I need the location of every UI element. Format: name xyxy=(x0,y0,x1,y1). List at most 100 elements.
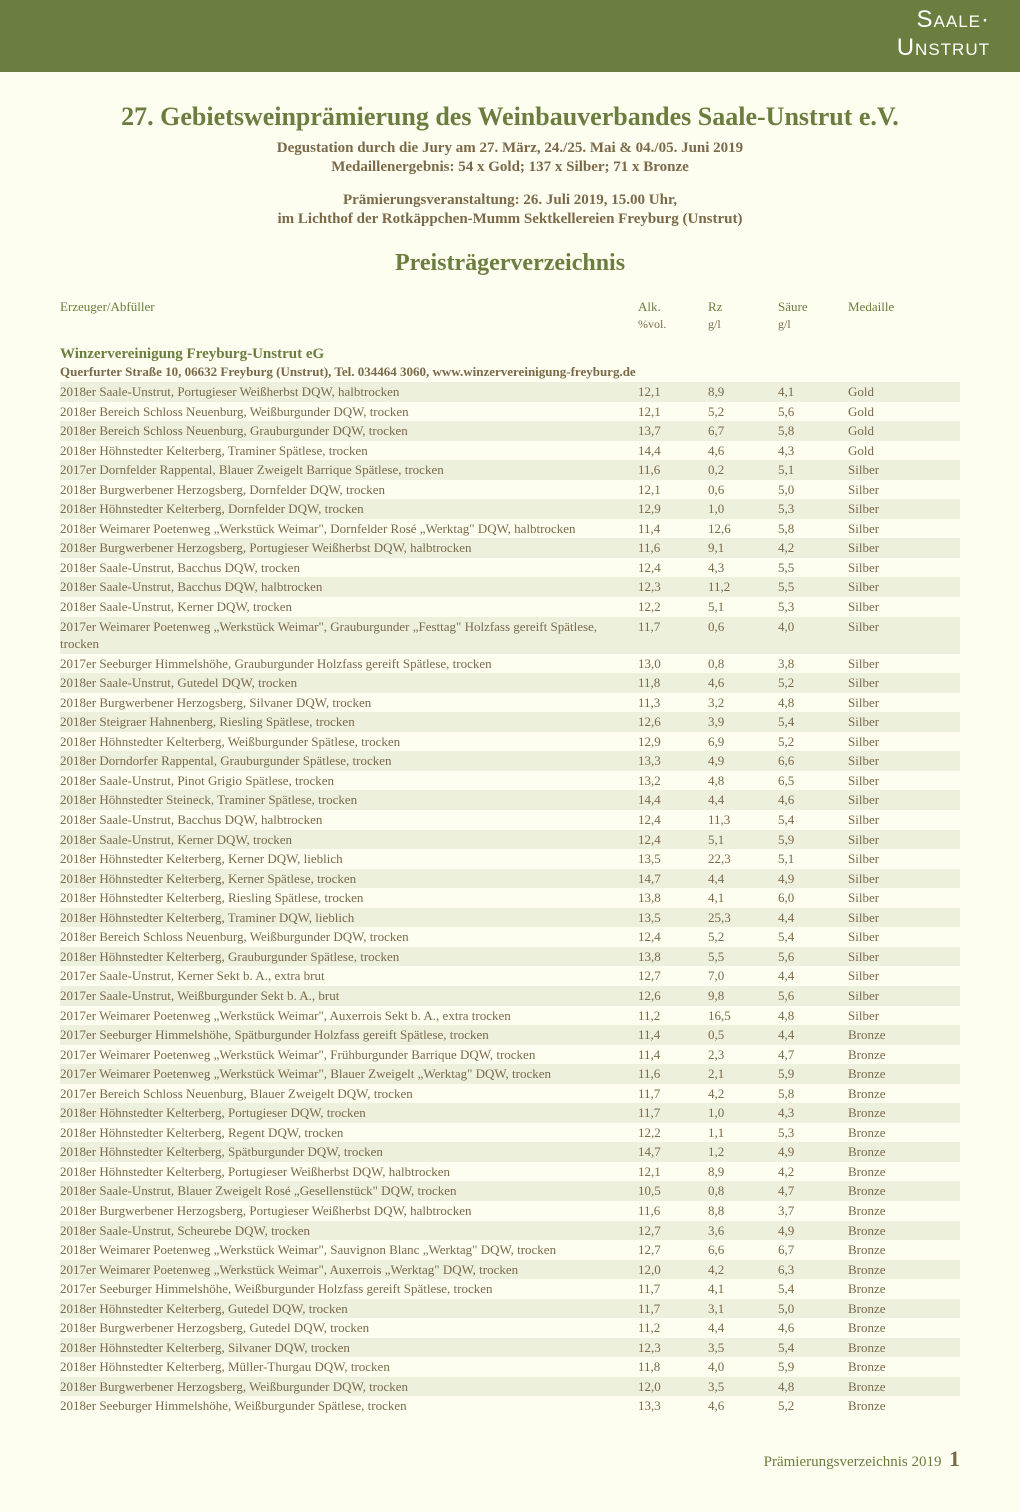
col-saeure-unit: g/l xyxy=(770,317,840,332)
wine-saeure: 4,3 xyxy=(770,1104,840,1122)
wine-rz: 4,4 xyxy=(700,870,770,888)
wine-medal: Silber xyxy=(840,909,930,927)
col-producer: Erzeuger/Abfüller xyxy=(60,299,630,315)
wine-rz: 2,3 xyxy=(700,1046,770,1064)
wine-rz: 0,6 xyxy=(700,481,770,499)
column-headers: Erzeuger/Abfüller Alk. Rz Säure Medaille xyxy=(60,299,960,315)
wine-row: 2018er Höhnstedter Kelterberg, Grauburgu… xyxy=(60,947,960,967)
wine-rz: 1,0 xyxy=(700,500,770,518)
wine-medal: Silber xyxy=(840,500,930,518)
wine-rz: 25,3 xyxy=(700,909,770,927)
wine-medal: Silber xyxy=(840,618,930,653)
wine-name: 2018er Höhnstedter Kelterberg, Regent DQ… xyxy=(60,1124,630,1142)
wine-name: 2018er Höhnstedter Kelterberg, Silvaner … xyxy=(60,1339,630,1357)
producer-name: Winzervereinigung Freyburg-Unstrut eG xyxy=(60,346,960,363)
wine-row: 2018er Saale-Unstrut, Kerner DQW, trocke… xyxy=(60,830,960,850)
wine-medal: Silber xyxy=(840,578,930,596)
wine-row: 2017er Seeburger Himmelshöhe, Grauburgun… xyxy=(60,654,960,674)
wine-name: 2017er Seeburger Himmelshöhe, Grauburgun… xyxy=(60,655,630,673)
wine-rz: 1,0 xyxy=(700,1104,770,1122)
wine-name: 2018er Saale-Unstrut, Blauer Zweigelt Ro… xyxy=(60,1182,630,1200)
wine-name: 2018er Höhnstedter Kelterberg, Traminer … xyxy=(60,909,630,927)
wine-saeure: 5,2 xyxy=(770,674,840,692)
wine-alk: 12,0 xyxy=(630,1261,700,1279)
wine-saeure: 4,4 xyxy=(770,909,840,927)
wine-alk: 12,1 xyxy=(630,403,700,421)
col-alk: Alk. xyxy=(630,299,700,315)
wine-row: 2018er Seeburger Himmelshöhe, Weißburgun… xyxy=(60,1396,960,1416)
wine-row: 2017er Dornfelder Rappental, Blauer Zwei… xyxy=(60,460,960,480)
wine-name: 2018er Höhnstedter Kelterberg, Portugies… xyxy=(60,1104,630,1122)
wine-medal: Bronze xyxy=(840,1143,930,1161)
wine-medal: Silber xyxy=(840,967,930,985)
brand-line1: Saale· xyxy=(917,6,990,33)
wine-saeure: 5,3 xyxy=(770,598,840,616)
wine-alk: 12,2 xyxy=(630,1124,700,1142)
wine-rz: 8,9 xyxy=(700,383,770,401)
column-subheaders: %vol. g/l g/l xyxy=(60,317,960,332)
wine-alk: 14,7 xyxy=(630,1143,700,1161)
wine-name: 2018er Burgwerbener Herzogsberg, Silvane… xyxy=(60,694,630,712)
wine-medal: Silber xyxy=(840,889,930,907)
wine-rz: 4,6 xyxy=(700,674,770,692)
wine-saeure: 5,5 xyxy=(770,578,840,596)
wine-name: 2018er Burgwerbener Herzogsberg, Portugi… xyxy=(60,539,630,557)
wine-saeure: 4,9 xyxy=(770,1222,840,1240)
wine-row: 2018er Bereich Schloss Neuenburg, Weißbu… xyxy=(60,927,960,947)
wine-alk: 13,3 xyxy=(630,1397,700,1415)
wine-alk: 11,4 xyxy=(630,520,700,538)
wine-list: 2018er Saale-Unstrut, Portugieser Weißhe… xyxy=(60,382,960,1416)
wine-saeure: 5,8 xyxy=(770,520,840,538)
wine-medal: Silber xyxy=(840,655,930,673)
wine-alk: 12,7 xyxy=(630,1241,700,1259)
wine-name: 2018er Höhnstedter Kelterberg, Dornfelde… xyxy=(60,500,630,518)
wine-medal: Silber xyxy=(840,791,930,809)
wine-name: 2018er Weimarer Poetenweg „Werkstück Wei… xyxy=(60,520,630,538)
wine-saeure: 4,7 xyxy=(770,1046,840,1064)
wine-medal: Silber xyxy=(840,831,930,849)
subtitle-medals: Medaillenergebnis: 54 x Gold; 137 x Silb… xyxy=(60,159,960,176)
wine-rz: 4,6 xyxy=(700,442,770,460)
wine-name: 2018er Höhnstedter Steineck, Traminer Sp… xyxy=(60,791,630,809)
wine-name: 2018er Bereich Schloss Neuenburg, Weißbu… xyxy=(60,403,630,421)
subtitle-event-date: Prämierungsveranstaltung: 26. Juli 2019,… xyxy=(60,192,960,209)
wine-row: 2018er Saale-Unstrut, Pinot Grigio Spätl… xyxy=(60,771,960,791)
wine-row: 2018er Höhnstedter Kelterberg, Traminer … xyxy=(60,441,960,461)
subtitle-event-loc: im Lichthof der Rotkäppchen-Mumm Sektkel… xyxy=(60,211,960,228)
wine-alk: 14,4 xyxy=(630,442,700,460)
wine-saeure: 4,1 xyxy=(770,383,840,401)
wine-row: 2018er Saale-Unstrut, Kerner DQW, trocke… xyxy=(60,597,960,617)
wine-name: 2018er Burgwerbener Herzogsberg, Dornfel… xyxy=(60,481,630,499)
wine-saeure: 4,8 xyxy=(770,1007,840,1025)
wine-saeure: 6,6 xyxy=(770,752,840,770)
wine-name: 2018er Höhnstedter Kelterberg, Gutedel D… xyxy=(60,1300,630,1318)
wine-name: 2018er Höhnstedter Kelterberg, Grauburgu… xyxy=(60,948,630,966)
wine-row: 2017er Saale-Unstrut, Weißburgunder Sekt… xyxy=(60,986,960,1006)
wine-medal: Gold xyxy=(840,403,930,421)
wine-name: 2018er Höhnstedter Kelterberg, Traminer … xyxy=(60,442,630,460)
wine-rz: 5,1 xyxy=(700,598,770,616)
wine-row: 2018er Höhnstedter Kelterberg, Weißburgu… xyxy=(60,732,960,752)
wine-medal: Bronze xyxy=(840,1104,930,1122)
wine-name: 2017er Weimarer Poetenweg „Werkstück Wei… xyxy=(60,1046,630,1064)
wine-row: 2017er Weimarer Poetenweg „Werkstück Wei… xyxy=(60,1006,960,1026)
wine-medal: Silber xyxy=(840,772,930,790)
wine-medal: Silber xyxy=(840,948,930,966)
wine-row: 2017er Seeburger Himmelshöhe, Weißburgun… xyxy=(60,1279,960,1299)
wine-saeure: 5,3 xyxy=(770,500,840,518)
page-footer: Prämierungsverzeichnis 2019 1 xyxy=(60,1446,960,1472)
wine-saeure: 4,9 xyxy=(770,870,840,888)
list-title: Preisträgerverzeichnis xyxy=(60,250,960,277)
wine-saeure: 6,5 xyxy=(770,772,840,790)
wine-row: 2018er Saale-Unstrut, Scheurebe DQW, tro… xyxy=(60,1221,960,1241)
wine-row: 2018er Saale-Unstrut, Bacchus DQW, trock… xyxy=(60,558,960,578)
wine-rz: 4,4 xyxy=(700,1319,770,1337)
wine-saeure: 3,7 xyxy=(770,1202,840,1220)
wine-saeure: 5,8 xyxy=(770,422,840,440)
wine-medal: Bronze xyxy=(840,1280,930,1298)
wine-alk: 13,8 xyxy=(630,889,700,907)
brand-line2: Unstrut xyxy=(897,34,990,61)
wine-alk: 12,4 xyxy=(630,811,700,829)
wine-rz: 11,3 xyxy=(700,811,770,829)
wine-medal: Bronze xyxy=(840,1339,930,1357)
